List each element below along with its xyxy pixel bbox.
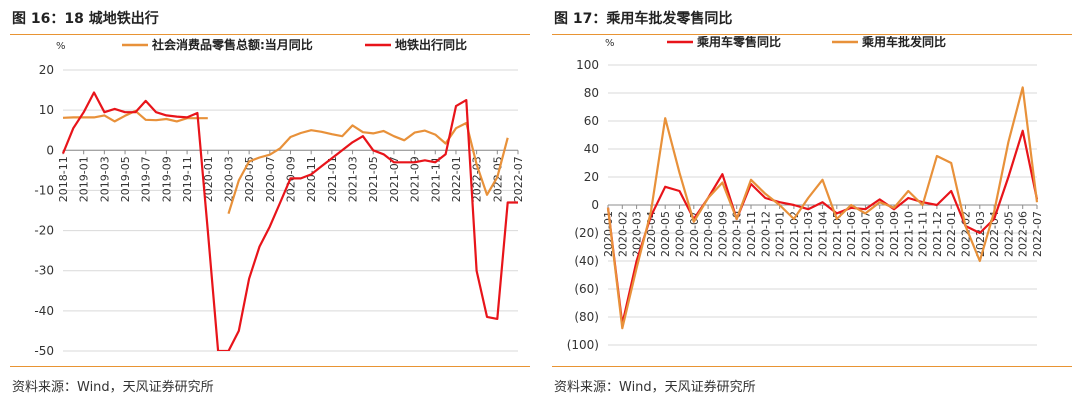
x-tick-label: 2019-11 (181, 156, 194, 202)
x-tick-label: 2019-07 (140, 156, 153, 202)
x-tick-label: 2022-02 (960, 211, 973, 257)
x-tick-label: 2020-11 (745, 211, 758, 257)
x-tick-label: 2020-06 (674, 211, 687, 257)
x-tick-label: 2021-11 (429, 156, 442, 202)
x-tick-label: 2020-03 (631, 211, 644, 257)
x-tick-label: 2021-08 (874, 211, 887, 257)
x-tick-label: 2020-07 (264, 156, 277, 202)
title-divider (552, 34, 1072, 35)
x-tick-label: 2021-10 (902, 211, 915, 257)
x-tick-label: 2021-09 (888, 211, 901, 257)
x-tick-label: 2019-01 (78, 156, 91, 202)
x-tick-label: 2021-12 (931, 211, 944, 257)
y-tick-label: -30 (34, 264, 54, 278)
legend-label: 乘用车零售同比 (696, 36, 781, 49)
y-tick-label: -50 (34, 344, 54, 358)
x-tick-label: 2021-06 (845, 211, 858, 257)
y-tick-label: -10 (34, 183, 54, 197)
y-tick-label: 10 (39, 103, 54, 117)
y-tick-label: (60) (574, 282, 599, 296)
y-tick-label: (20) (574, 226, 599, 240)
source-note: 资料来源：Wind，天风证券研究所 (12, 380, 214, 395)
x-tick-label: 2020-08 (702, 211, 715, 257)
x-tick-label: 2020-05 (659, 211, 672, 257)
x-tick-label: 2021-05 (831, 211, 844, 257)
x-tick-label: 2022-05 (1002, 211, 1015, 257)
y-tick-label: (40) (574, 254, 599, 268)
x-tick-label: 2022-05 (491, 156, 504, 202)
y-tick-label: 80 (584, 86, 599, 100)
legend-label: 社会消费品零售总额:当月同比 (151, 37, 313, 52)
legend-label: 乘用车批发同比 (861, 36, 946, 49)
x-tick-label: 2020-03 (222, 156, 235, 202)
x-tick-label: 2021-01 (326, 156, 339, 202)
y-tick-label: -40 (34, 304, 54, 318)
y-tick-label: (80) (574, 310, 599, 324)
y-tick-label: 0 (46, 143, 54, 157)
y-unit-label: % (605, 38, 615, 49)
x-tick-label: 2021-04 (817, 211, 830, 257)
x-tick-label: 2021-07 (859, 211, 872, 257)
x-tick-label: 2022-03 (471, 156, 484, 202)
x-tick-label: 2021-05 (367, 156, 380, 202)
y-tick-label: (100) (567, 338, 599, 352)
x-tick-label: 2022-07 (512, 156, 525, 202)
x-tick-label: 2021-03 (802, 211, 815, 257)
x-tick-label: 2018-11 (57, 156, 70, 202)
y-tick-label: -20 (34, 224, 54, 238)
y-tick-label: 100 (576, 58, 599, 72)
x-tick-label: 2021-07 (388, 156, 401, 202)
x-tick-label: 2019-05 (119, 156, 132, 202)
figure-title: 图 16：18 城地铁出行 (12, 11, 159, 27)
x-tick-label: 2020-11 (305, 156, 318, 202)
x-tick-label: 2022-01 (450, 156, 463, 202)
bottom-divider (10, 366, 530, 367)
chart-panel-passenger-car: 图 17：乘用车批发零售同比 % 100 80 60 40 20 0 (20) (40) (60)… (552, 0, 1076, 413)
x-tick-label: 2022-07 (1031, 211, 1044, 257)
y-unit-label: % (56, 41, 66, 52)
x-tick-label: 2021-01 (774, 211, 787, 257)
y-tick-label: 20 (584, 170, 599, 184)
x-tick-label: 2021-11 (917, 211, 930, 257)
source-note: 资料来源：Wind，天风证券研究所 (554, 380, 756, 395)
line-chart-passenger-car: % 100 80 60 40 20 0 (20) (40) (60) (80) (100) 2020-0… (567, 36, 1044, 352)
x-tick-label: 2020-07 (688, 211, 701, 257)
title-divider (10, 34, 530, 35)
x-tick-label: 2019-03 (98, 156, 111, 202)
x-tick-label: 2019-09 (160, 156, 173, 202)
x-tick-label: 2020-10 (731, 211, 744, 257)
x-tick-label: 2022-01 (945, 211, 958, 257)
chart-panel-subway: 图 16：18 城地铁出行 % 20 10 0 -10 -20 -30 -40 -50 2018-… (10, 0, 534, 413)
x-tick-label: 2020-12 (759, 211, 772, 257)
x-tick-label: 2020-09 (716, 211, 729, 257)
figure-title: 图 17：乘用车批发零售同比 (554, 11, 733, 27)
x-tick-label: 2020-05 (243, 156, 256, 202)
legend-label: 地铁出行同比 (395, 37, 467, 52)
line-chart-subway: %20 10 0 -10 -20 -30 -40 -50 2018-11 2019-01 2019-… (34, 37, 525, 358)
bottom-divider (552, 366, 1072, 367)
x-tick-label: 2021-09 (409, 156, 422, 202)
y-tick-label: 40 (584, 142, 599, 156)
x-tick-label: 2021-03 (347, 156, 360, 202)
series-line-1 (606, 86, 1039, 330)
y-tick-label: 20 (39, 63, 54, 77)
x-tick-label: 2022-06 (1017, 211, 1030, 257)
y-tick-label: 0 (591, 198, 599, 212)
x-tick-label: 2021-02 (788, 211, 801, 257)
y-tick-label: 60 (584, 114, 599, 128)
x-tick-label: 2020-02 (616, 211, 629, 257)
series-line-1 (61, 91, 518, 351)
